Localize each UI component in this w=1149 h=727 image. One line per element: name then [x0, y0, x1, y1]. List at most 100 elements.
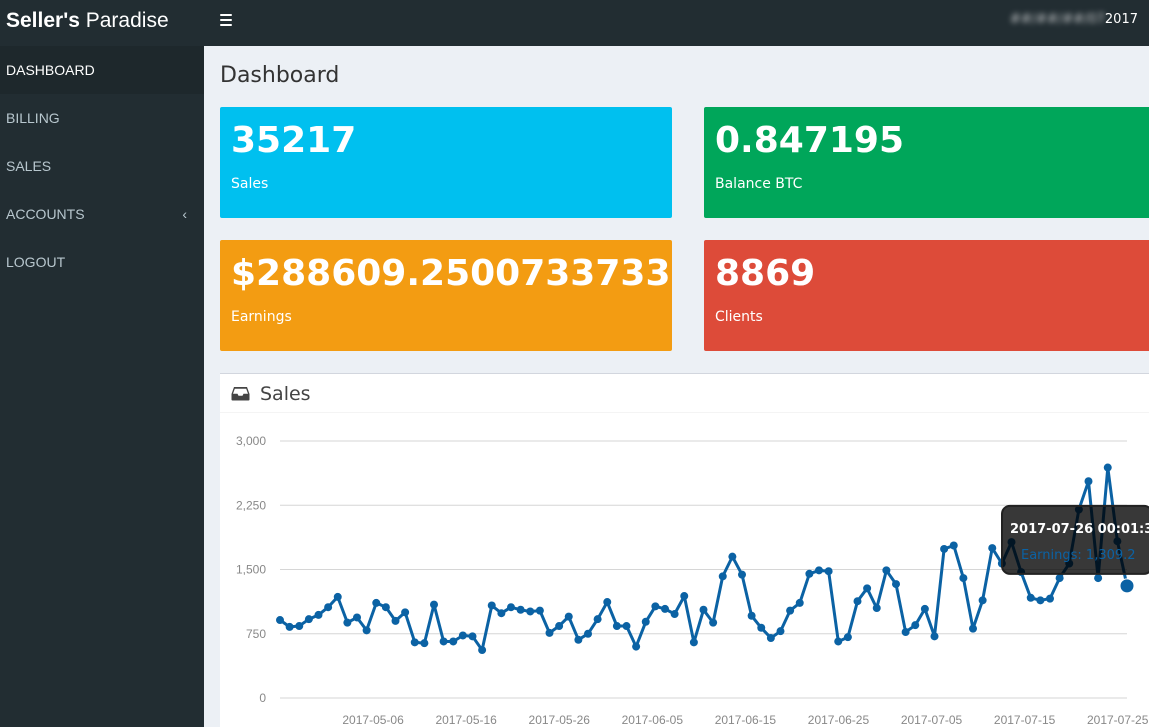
data-point	[391, 616, 400, 625]
data-point	[718, 572, 727, 581]
data-point	[795, 598, 804, 607]
y-tick-label: 1,500	[236, 563, 266, 577]
data-point	[420, 639, 429, 648]
data-point	[430, 600, 438, 609]
data-point	[622, 622, 631, 631]
data-point	[1119, 578, 1135, 594]
data-point	[824, 567, 833, 576]
data-point	[1103, 463, 1112, 472]
x-tick-label: 2017-06-05	[622, 713, 684, 727]
data-point	[940, 544, 949, 553]
sidebar-item-label: LOGOUT	[6, 254, 66, 270]
hamburger-menu-icon[interactable]	[219, 10, 235, 30]
data-point	[709, 618, 718, 627]
data-point	[497, 609, 506, 618]
y-tick-label: 3,000	[236, 434, 266, 448]
data-point	[863, 584, 872, 593]
stat-value: $288609.2500733733	[231, 253, 671, 294]
stat-label: Earnings	[231, 309, 292, 325]
data-point	[1055, 574, 1064, 583]
data-point	[381, 603, 390, 612]
data-point	[978, 596, 987, 605]
data-point	[507, 603, 515, 612]
data-point	[449, 637, 458, 646]
data-point	[304, 615, 313, 624]
data-point	[661, 604, 669, 613]
x-tick-label: 2017-06-25	[808, 713, 870, 727]
data-point	[1046, 594, 1054, 603]
sidebar-item-dashboard[interactable]: DASHBOARD	[0, 46, 204, 94]
sidebar-item-label: SALES	[6, 158, 52, 174]
x-tick-label: 2017-07-25	[1087, 713, 1149, 727]
sidebar-item-accounts[interactable]: ACCOUNTS ‹	[0, 190, 204, 238]
stat-value: 8869	[715, 253, 816, 294]
user-info-blurred: ##/##/##/07	[1009, 12, 1105, 27]
data-point	[458, 631, 467, 640]
data-point	[1036, 596, 1045, 605]
sidebar-item-label: ACCOUNTS	[6, 206, 85, 222]
stat-label: Clients	[715, 309, 763, 325]
sidebar-item-sales[interactable]: SALES	[0, 142, 204, 190]
data-point	[401, 608, 410, 617]
data-point	[911, 621, 920, 630]
data-point	[353, 613, 361, 622]
data-point	[574, 635, 583, 644]
x-tick-label: 2017-07-15	[994, 713, 1056, 727]
brand-logo[interactable]: Seller's Paradise	[6, 8, 169, 34]
data-point	[1084, 477, 1093, 486]
data-point	[988, 544, 997, 553]
x-tick-label: 2017-06-15	[715, 713, 777, 727]
x-tick-label: 2017-05-26	[529, 713, 591, 727]
data-point	[959, 574, 968, 583]
data-point	[689, 638, 698, 647]
panel-header: Sales	[220, 374, 1149, 413]
data-point	[670, 610, 679, 619]
stat-label: Balance BTC	[715, 176, 803, 192]
stat-box-balance-btc: 0.847195 Balance BTC	[704, 107, 1149, 218]
user-info[interactable]: ##/##/##/072017	[1010, 12, 1138, 27]
y-tick-label: 750	[246, 627, 266, 641]
stat-value: 0.847195	[715, 120, 905, 161]
inbox-icon	[231, 387, 250, 401]
data-point	[901, 628, 910, 637]
data-point	[872, 604, 881, 613]
data-point	[439, 637, 448, 646]
tooltip-text: Earnings: 1,309.2	[1021, 548, 1136, 563]
data-point	[757, 623, 766, 632]
data-point	[776, 627, 785, 636]
data-point	[969, 624, 977, 633]
data-point	[651, 602, 660, 611]
chevron-left-icon: ‹	[182, 206, 187, 222]
data-point	[612, 622, 621, 631]
data-point	[632, 642, 641, 651]
sidebar-item-billing[interactable]: BILLING	[0, 94, 204, 142]
data-point	[535, 606, 544, 615]
y-tick-label: 0	[259, 691, 266, 705]
data-point	[276, 616, 284, 625]
x-tick-label: 2017-07-05	[901, 713, 963, 727]
sales-line-chart[interactable]: 0 750 1,500 2,250 3,000 2017-05-06 2017-05-16 2…	[220, 374, 1149, 727]
stat-label: Sales	[231, 176, 269, 192]
stat-box-clients: 8869 Clients	[704, 240, 1149, 351]
data-point	[555, 622, 564, 631]
brand-name-bold: Seller's	[6, 9, 80, 32]
stat-box-earnings: $288609.2500733733 Earnings	[220, 240, 672, 351]
data-point	[468, 632, 477, 641]
sidebar-item-logout[interactable]: LOGOUT	[0, 238, 204, 286]
data-point	[641, 617, 650, 626]
data-point	[843, 633, 852, 642]
stat-box-sales: 35217 Sales	[220, 107, 672, 218]
brand-name-light: Paradise	[85, 9, 169, 32]
data-point	[882, 566, 891, 575]
user-info-year: 2017	[1104, 12, 1138, 27]
data-point	[526, 607, 535, 616]
data-point	[343, 618, 352, 627]
data-point	[1026, 593, 1035, 602]
data-point	[892, 580, 900, 589]
data-point	[738, 570, 746, 579]
data-point	[564, 612, 573, 621]
sidebar: DASHBOARD BILLING SALES ACCOUNTS ‹ LOGOU…	[0, 46, 204, 727]
data-point	[478, 646, 487, 655]
data-point	[766, 634, 775, 643]
top-navbar: Seller's Paradise ##/##/##/072017	[0, 0, 1149, 46]
